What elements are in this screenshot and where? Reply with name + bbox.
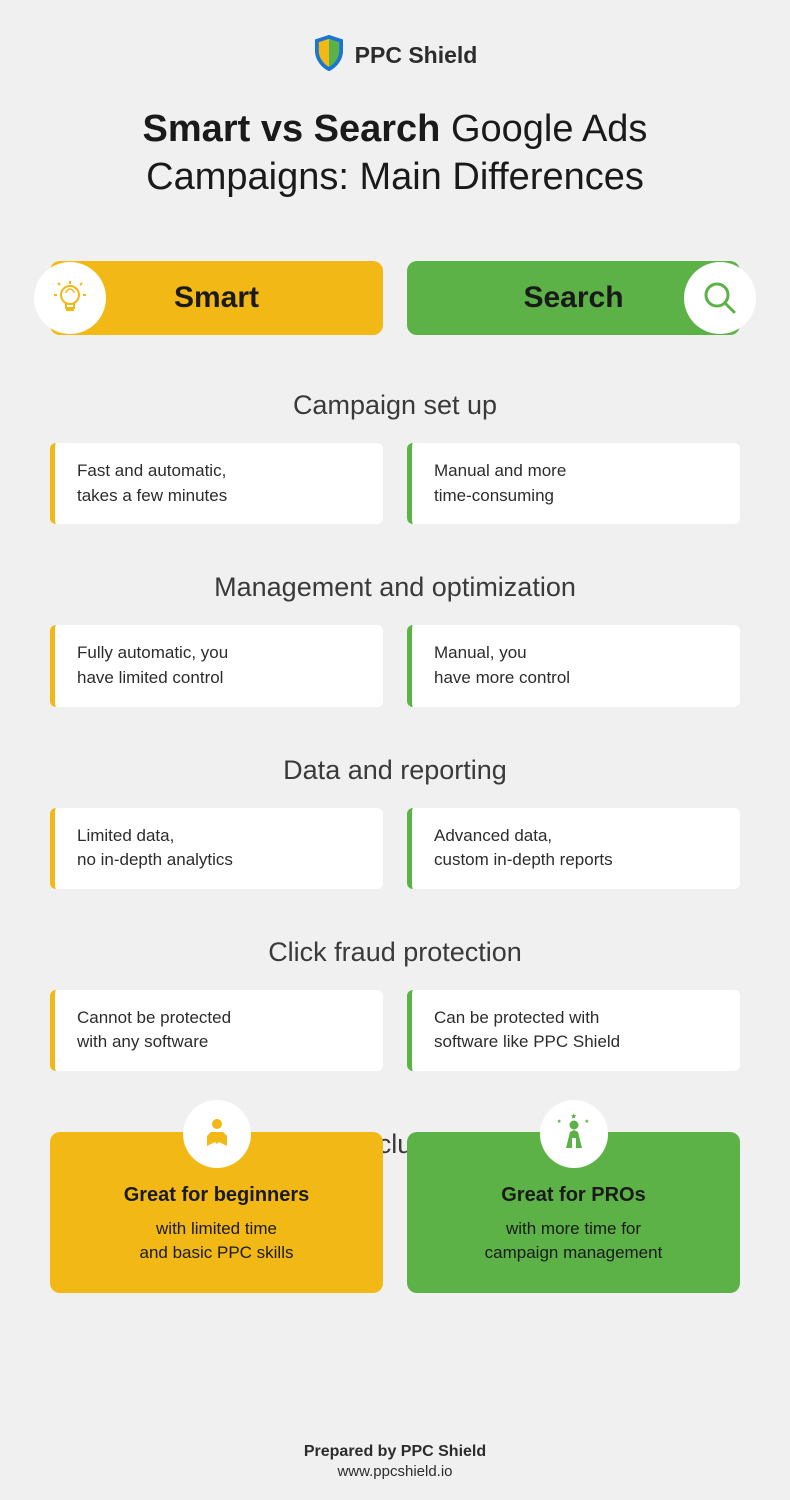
logo-text: PPC Shield — [355, 42, 478, 69]
cards-row: Cannot be protected with any software Ca… — [50, 990, 740, 1071]
card-text: Advanced data, custom in-depth reports — [434, 824, 613, 873]
cards-row: Fast and automatic, takes a few minutes … — [50, 443, 740, 524]
conclusion-heading: Great for PROs — [427, 1184, 720, 1207]
smart-pill: Smart — [50, 261, 383, 335]
title-rest-1: Google Ads — [440, 108, 647, 150]
footer-prepared: Prepared by PPC Shield — [50, 1443, 740, 1461]
section-management: Management and optimization Fully automa… — [50, 572, 740, 706]
smart-card: Fully automatic, you have limited contro… — [50, 625, 383, 706]
card-text: Manual, you have more control — [434, 641, 570, 690]
section-title: Data and reporting — [50, 755, 740, 786]
cards-row: Fully automatic, you have limited contro… — [50, 625, 740, 706]
card-text: Fast and automatic, takes a few minutes — [77, 459, 227, 508]
smart-card: Cannot be protected with any software — [50, 990, 383, 1071]
cards-row: Limited data, no in-depth analytics Adva… — [50, 808, 740, 889]
search-card: Manual and more time-consuming — [407, 443, 740, 524]
card-text: Can be protected with software like PPC … — [434, 1006, 620, 1055]
conclusion-text: with more time for campaign management — [427, 1217, 720, 1265]
section-click-fraud: Click fraud protection Cannot be protect… — [50, 937, 740, 1071]
conclusion-smart-card: Great for beginners with limited time an… — [50, 1132, 383, 1293]
section-title: Campaign set up — [50, 390, 740, 421]
section-title: Management and optimization — [50, 572, 740, 603]
search-card: Can be protected with software like PPC … — [407, 990, 740, 1071]
title-line-2: Campaigns: Main Differences — [146, 156, 644, 198]
card-text: Limited data, no in-depth analytics — [77, 824, 233, 873]
person-stars-icon — [540, 1100, 608, 1168]
section-title: Click fraud protection — [50, 937, 740, 968]
search-card: Manual, you have more control — [407, 625, 740, 706]
section-campaign-setup: Campaign set up Fast and automatic, take… — [50, 390, 740, 524]
magnifier-icon — [684, 262, 756, 334]
person-reading-icon — [183, 1100, 251, 1168]
search-pill: Search — [407, 261, 740, 335]
footer-url: www.ppcshield.io — [50, 1463, 740, 1480]
conclusion: Conclusion Great for beginners with limi… — [50, 1129, 740, 1293]
page-title: Smart vs Search Google Ads Campaigns: Ma… — [50, 106, 740, 201]
search-card: Advanced data, custom in-depth reports — [407, 808, 740, 889]
search-pill-label: Search — [523, 281, 623, 315]
smart-pill-label: Smart — [174, 281, 259, 315]
pills-row: Smart Search — [50, 261, 740, 335]
title-bold: Smart vs Search — [143, 108, 441, 150]
card-text: Cannot be protected with any software — [77, 1006, 231, 1055]
lightbulb-icon — [34, 262, 106, 334]
conclusion-heading: Great for beginners — [70, 1184, 363, 1207]
footer: Prepared by PPC Shield www.ppcshield.io — [50, 1403, 740, 1480]
logo: PPC Shield — [50, 35, 740, 76]
shield-icon — [313, 35, 345, 76]
card-text: Fully automatic, you have limited contro… — [77, 641, 228, 690]
card-text: Manual and more time-consuming — [434, 459, 566, 508]
conclusion-text: with limited time and basic PPC skills — [70, 1217, 363, 1265]
smart-card: Limited data, no in-depth analytics — [50, 808, 383, 889]
smart-card: Fast and automatic, takes a few minutes — [50, 443, 383, 524]
section-data-reporting: Data and reporting Limited data, no in-d… — [50, 755, 740, 889]
conclusion-search-card: Great for PROs with more time for campai… — [407, 1132, 740, 1293]
